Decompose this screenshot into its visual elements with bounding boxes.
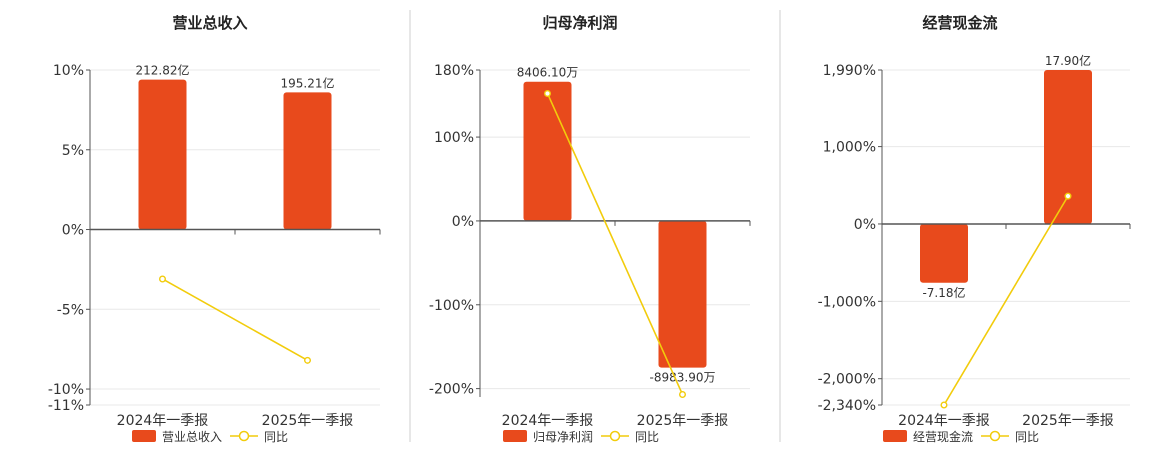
chart-title: 归母净利润 [542, 14, 617, 32]
y-tick-label: 1,000% [823, 140, 876, 156]
legend-line-marker [609, 430, 621, 442]
chart-panel-3: 经营现金流 1,990% 1,000% 0% -1,000% -2,000% -2,340%… [818, 14, 1131, 444]
chart-panel-1: 营业总收入 10% 5% 0% -5% -10%-11% 212.82亿 195.21亿 202… [48, 10, 411, 444]
y-tick-label: -2,000% [818, 372, 876, 388]
x-category-label: 2025年一季报 [637, 413, 729, 429]
yoy-point [940, 401, 948, 409]
yoy-line [943, 195, 1069, 406]
y-tick-label: 1,990% [823, 63, 876, 79]
legend-line-marker [238, 430, 250, 442]
x-category-label: 2024年一季报 [502, 413, 594, 429]
data-label: 195.21亿 [281, 75, 335, 90]
legend-bar-label: 经营现金流 [913, 429, 973, 444]
bar [138, 79, 187, 230]
data-label: 8406.10万 [517, 66, 579, 80]
yoy-point [1064, 192, 1072, 200]
legend-line-marker [989, 430, 1001, 442]
bar [283, 92, 332, 230]
yoy-point [679, 390, 687, 398]
bar [920, 223, 968, 283]
data-label: -8983.90万 [650, 371, 716, 385]
x-category-label: 2025年一季报 [262, 413, 354, 429]
bar [658, 220, 707, 368]
data-label: 212.82亿 [136, 63, 190, 78]
yoy-point [304, 356, 312, 364]
legend-line-label: 同比 [635, 430, 659, 444]
yoy-line [546, 93, 684, 395]
legend-line-label: 同比 [1015, 430, 1039, 444]
chart-panel-2: 归母净利润 180% 100% 0% -100% -200% 8406.10万 -8983.9… [429, 10, 781, 444]
yoy-line [162, 278, 308, 362]
y-tick-label: -5% [57, 302, 84, 318]
y-tick-label: 0% [62, 223, 84, 239]
y-tick-label: 100% [434, 130, 474, 146]
chart-title: 营业总收入 [172, 14, 247, 32]
y-tick-label: -100% [429, 298, 474, 314]
yoy-point [158, 275, 166, 283]
y-tick-label: 0% [854, 217, 876, 233]
data-label: 17.90亿 [1045, 53, 1091, 68]
legend-bar-label: 营业总收入 [162, 430, 222, 444]
bar [1044, 70, 1092, 224]
y-tick-label: 0% [452, 214, 474, 230]
y-tick-label: -1,000% [818, 294, 876, 310]
x-category-label: 2024年一季报 [898, 413, 990, 429]
y-tick-label: -2,340% [818, 398, 876, 414]
legend-bar-label: 归母净利润 [533, 430, 593, 444]
chart-title: 经营现金流 [922, 14, 997, 32]
yoy-point [544, 89, 552, 97]
bar [523, 81, 572, 221]
y-tick-label: -200% [429, 382, 474, 398]
y-tick-label: -10% [48, 382, 84, 398]
legend-bar-swatch [503, 430, 527, 442]
legend-bar-swatch [883, 430, 907, 442]
x-category-label: 2025年一季报 [1022, 413, 1114, 429]
y-tick-label: 180% [434, 63, 474, 79]
y-tick-label: 5% [62, 143, 84, 159]
data-label: -7.18亿 [922, 285, 965, 300]
legend-line-label: 同比 [264, 430, 288, 444]
y-tick-label: 10% [53, 63, 84, 79]
y-tick-label: -11% [48, 398, 84, 414]
x-category-label: 2024年一季报 [117, 413, 209, 429]
legend-bar-swatch [132, 430, 156, 442]
